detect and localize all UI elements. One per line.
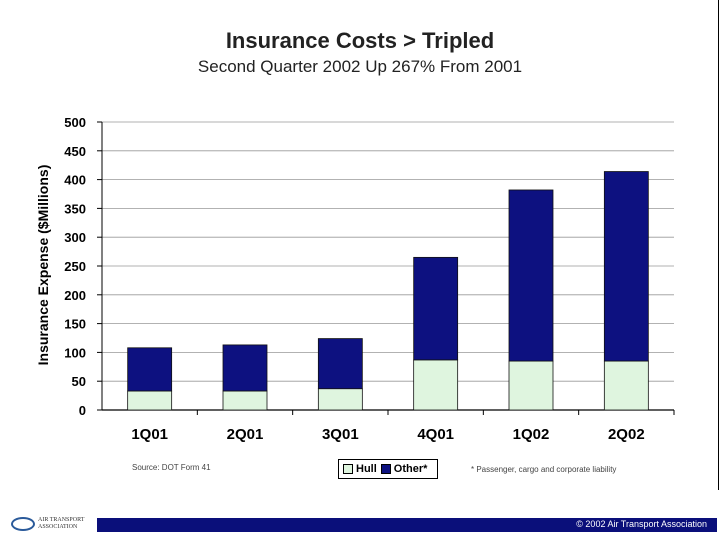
y-tick-label: 100 bbox=[64, 345, 86, 360]
x-tick-label: 4Q01 bbox=[417, 426, 454, 443]
bar-hull bbox=[127, 390, 173, 411]
y-tick-label: 200 bbox=[64, 288, 86, 303]
slide-border bbox=[718, 0, 719, 490]
y-axis-ticks: 0 50 100 150 200 250 300 350 400 450 500 bbox=[64, 115, 86, 418]
x-tick-label: 2Q01 bbox=[227, 426, 264, 443]
footnote: * Passenger, cargo and corporate liabili… bbox=[471, 465, 617, 474]
bar-hull bbox=[508, 360, 554, 411]
x-tick-label: 3Q01 bbox=[322, 426, 359, 443]
y-tick-label: 250 bbox=[64, 259, 86, 274]
bar-other bbox=[603, 171, 649, 362]
bar-hull bbox=[603, 360, 649, 411]
y-tick-label: 450 bbox=[64, 144, 86, 159]
ata-logo-text-line1: AIR TRANSPORT bbox=[38, 517, 85, 523]
y-tick-label: 50 bbox=[72, 374, 86, 389]
y-tick-label: 150 bbox=[64, 317, 86, 332]
bar-other bbox=[413, 256, 459, 361]
bar-hull bbox=[317, 388, 363, 411]
y-tick-label: 500 bbox=[64, 115, 86, 130]
legend: Hull Other* bbox=[338, 459, 438, 479]
chart-title: Insurance Costs > Tripled bbox=[225, 28, 495, 53]
bar-other bbox=[222, 344, 268, 392]
bar-other bbox=[127, 347, 173, 392]
source-note: Source: DOT Form 41 bbox=[132, 463, 211, 472]
ata-logo-text: AIR TRANSPORT ASSOCIATION bbox=[38, 517, 84, 531]
chart-subtitle: Second Quarter 2002 Up 267% From 2001 bbox=[197, 57, 523, 76]
footer-copyright: © 2002 Air Transport Association bbox=[576, 519, 707, 529]
x-axis-ticks: 1Q01 2Q01 3Q01 4Q01 1Q02 2Q02 bbox=[131, 426, 644, 443]
y-tick-label: 0 bbox=[79, 403, 86, 418]
y-tick-label: 300 bbox=[64, 230, 86, 245]
bars bbox=[127, 171, 649, 411]
ata-logo-text-line2: ASSOCIATION bbox=[38, 524, 78, 530]
y-tick-label: 350 bbox=[64, 201, 86, 216]
footer-bar: © 2002 Air Transport Association bbox=[97, 518, 717, 532]
x-tick-label: 2Q02 bbox=[608, 426, 645, 443]
legend-item-hull: Hull bbox=[343, 463, 377, 475]
bar-other bbox=[317, 338, 363, 390]
y-tick-label: 400 bbox=[64, 173, 86, 188]
legend-swatch-hull bbox=[343, 464, 353, 474]
gridlines bbox=[97, 121, 675, 415]
bar-other bbox=[508, 189, 554, 362]
legend-label-other: Other* bbox=[393, 463, 428, 475]
x-tick-label: 1Q01 bbox=[131, 426, 168, 443]
legend-label-hull: Hull bbox=[356, 463, 377, 475]
bar-hull bbox=[413, 359, 459, 411]
bar-chart: 0 50 100 150 200 250 300 350 400 450 500 1Q01 2Q01 3… bbox=[35, 115, 675, 443]
x-tick-label: 1Q02 bbox=[513, 426, 550, 443]
legend-item-other: Other* bbox=[380, 463, 428, 475]
y-axis-label: Insurance Expense ($Millions) bbox=[35, 165, 51, 366]
ata-logo: AIR TRANSPORT ASSOCIATION bbox=[11, 513, 93, 535]
ata-logo-mark bbox=[11, 517, 35, 531]
legend-swatch-other bbox=[380, 464, 391, 474]
bar-hull bbox=[222, 390, 268, 411]
